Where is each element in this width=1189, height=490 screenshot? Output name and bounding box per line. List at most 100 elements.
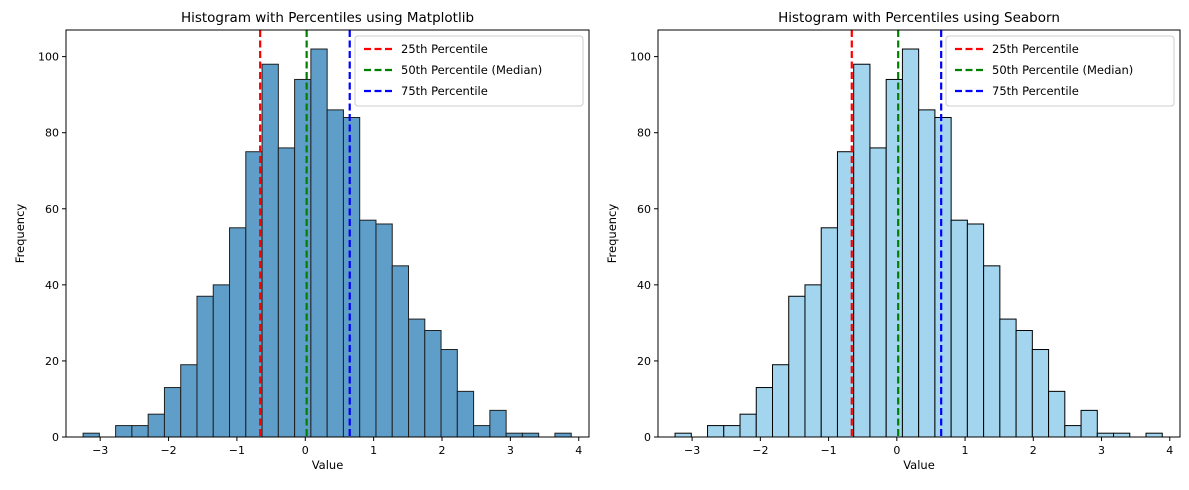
histogram-bar — [505, 432, 523, 438]
histogram-bar — [440, 349, 458, 438]
x-tick-label: −3 — [684, 444, 700, 457]
x-tick-label: −1 — [229, 444, 245, 457]
histogram-bar — [391, 265, 410, 438]
histogram-bar — [853, 63, 871, 438]
x-axis-label: Value — [312, 458, 344, 472]
x-tick-label: 4 — [1166, 444, 1173, 457]
histogram-bar — [180, 364, 198, 438]
histogram-bar — [375, 223, 393, 438]
x-axis-label: Value — [903, 458, 935, 472]
histogram-bar — [294, 78, 312, 438]
legend-entry-label: 25th Percentile — [401, 42, 488, 56]
histogram-bar — [1048, 390, 1066, 438]
histogram-bar — [277, 147, 296, 438]
legend-box — [354, 35, 584, 107]
y-tick-label: 0 — [52, 431, 59, 444]
chart-title: Histogram with Percentiles using Matplot… — [181, 10, 474, 26]
y-tick-label: 100 — [630, 51, 651, 64]
histogram-bar — [131, 425, 149, 438]
axes-frame — [657, 29, 1181, 438]
histogram-bar — [901, 48, 920, 438]
y-tick-label: 40 — [637, 279, 651, 292]
histogram-bar — [212, 284, 231, 438]
histogram-bar — [674, 432, 692, 438]
histogram-bar — [326, 109, 344, 438]
histogram-bar — [342, 116, 361, 438]
x-tick-label: 4 — [575, 444, 582, 457]
histogram-bar — [147, 413, 165, 438]
y-tick-label: 80 — [45, 127, 59, 140]
x-tick-label: 0 — [302, 444, 309, 457]
histogram-bar — [999, 318, 1017, 438]
histogram-bars — [674, 48, 1163, 438]
histogram-bar — [755, 387, 773, 438]
y-tick-label: 80 — [637, 127, 651, 140]
histogram-bar — [1015, 329, 1033, 438]
axes-frame — [65, 29, 590, 438]
histogram-bar — [1145, 432, 1163, 438]
histogram-bar — [1080, 409, 1098, 438]
histogram-bar — [788, 295, 806, 438]
histogram-bars — [82, 48, 572, 438]
histogram-bar — [950, 219, 968, 438]
chart-title: Histogram with Percentiles using Seaborn — [778, 10, 1060, 26]
histogram-bar — [869, 147, 887, 438]
x-tick-label: 2 — [1030, 444, 1037, 457]
y-tick-label: 60 — [637, 203, 651, 216]
x-tick-label: −3 — [92, 444, 108, 457]
histogram-bar — [739, 413, 757, 438]
legend-entry-label: 50th Percentile (Median) — [401, 63, 542, 77]
histogram-bar — [424, 329, 442, 438]
legend: 25th Percentile 50th Percentile (Median) 7… — [354, 35, 584, 107]
y-axis-label: Frequency — [13, 204, 27, 264]
histogram-bar — [261, 63, 279, 438]
histogram-bar — [489, 409, 507, 438]
histogram-bar — [1064, 425, 1082, 438]
histogram-bar — [82, 432, 100, 438]
y-tick-label: 20 — [637, 355, 651, 368]
histogram-bar — [310, 48, 328, 438]
histogram-bar — [359, 219, 377, 438]
histogram-bar — [229, 227, 247, 438]
histogram-bar — [885, 78, 903, 438]
histogram-bar — [804, 284, 822, 438]
histogram-bar — [771, 364, 790, 438]
histogram-bar — [473, 425, 491, 438]
histogram-bar — [918, 109, 936, 438]
histogram-bar — [408, 318, 426, 438]
legend-entry-label: 50th Percentile (Median) — [992, 63, 1133, 77]
histogram-bar — [196, 295, 214, 438]
y-tick-label: 100 — [38, 51, 59, 64]
y-tick-label: 20 — [45, 355, 59, 368]
histogram-bar — [521, 432, 540, 438]
y-tick-label: 60 — [45, 203, 59, 216]
histogram-bar — [723, 425, 741, 438]
legend-entry-label: 75th Percentile — [401, 84, 488, 98]
histogram-bar — [966, 223, 985, 438]
histogram-bar — [115, 425, 133, 438]
x-tick-label: 3 — [507, 444, 514, 457]
y-axis-label: Frequency — [605, 204, 619, 264]
x-tick-label: 1 — [962, 444, 969, 457]
histogram-bar — [456, 390, 475, 438]
legend-box — [945, 35, 1175, 107]
x-tick-label: −1 — [820, 444, 836, 457]
histogram-bar — [163, 387, 182, 438]
histogram-bar — [983, 265, 1001, 438]
x-tick-label: 1 — [370, 444, 377, 457]
x-tick-label: −2 — [160, 444, 176, 457]
histogram-bar — [1031, 349, 1050, 438]
legend-entry-label: 25th Percentile — [992, 42, 1079, 56]
histogram-bar — [1113, 432, 1131, 438]
histogram-bar — [820, 227, 838, 438]
x-tick-label: −2 — [752, 444, 768, 457]
histogram-bar — [707, 425, 725, 438]
legend: 25th Percentile 50th Percentile (Median) 7… — [945, 35, 1175, 107]
x-tick-label: 2 — [439, 444, 446, 457]
histogram-bar — [1096, 432, 1115, 438]
histogram-bar — [934, 116, 952, 438]
y-tick-label: 0 — [644, 431, 651, 444]
